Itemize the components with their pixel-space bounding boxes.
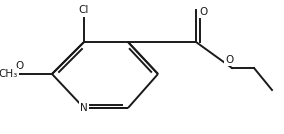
Text: CH₃: CH₃ [0, 69, 18, 79]
Text: Cl: Cl [79, 5, 89, 15]
Text: O: O [200, 7, 208, 17]
Text: O: O [16, 61, 24, 71]
Text: N: N [80, 103, 88, 113]
Text: O: O [225, 55, 233, 65]
